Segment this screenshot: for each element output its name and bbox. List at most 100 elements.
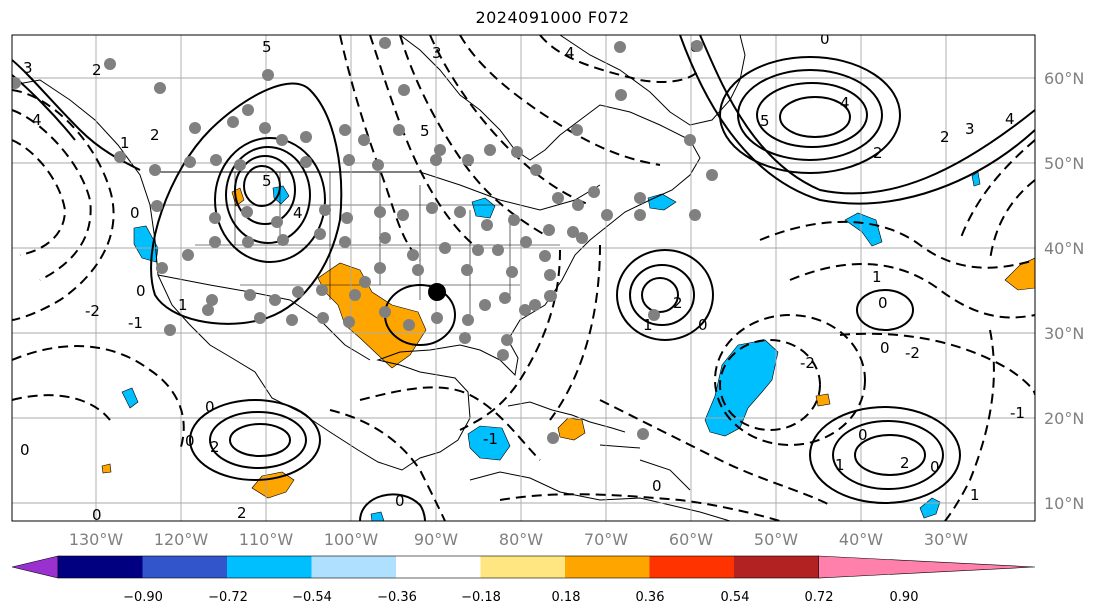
station-dot <box>104 58 116 70</box>
colorbar-ticks: −0.90 −0.72 −0.54 −0.36 −0.18 0.18 0.36 … <box>123 590 918 605</box>
contour-label: 5 <box>262 38 272 56</box>
station-dot <box>547 432 559 444</box>
colorbar-segment <box>142 556 228 578</box>
contour-label: 2 <box>237 504 247 522</box>
station-dot <box>481 219 493 231</box>
station-dot <box>241 206 253 218</box>
contour-high-east-pacific-2 <box>209 411 307 469</box>
contour-dashed-trough-1 <box>339 35 421 261</box>
contour-dashed-pacific-1 <box>12 89 115 321</box>
station-dot <box>206 294 218 306</box>
station-dot <box>292 286 304 298</box>
colorbar-tick-label: −0.54 <box>292 590 332 605</box>
colorbar-tick-label: −0.36 <box>377 590 417 605</box>
colorbar-segment <box>649 556 735 578</box>
station-dot <box>499 292 511 304</box>
station-dot <box>154 82 166 94</box>
station-dot <box>12 77 21 89</box>
station-dot <box>210 154 222 166</box>
station-dot <box>341 212 353 224</box>
orange-area-gulf-mexico <box>251 471 295 499</box>
station-dot <box>648 309 660 321</box>
contour-label: 0 <box>930 458 940 476</box>
contour-dashed-south-america <box>499 493 781 521</box>
contour-high-tropical-atlantic-2 <box>832 420 944 490</box>
contour-label: 0 <box>20 441 30 459</box>
colorbar-tick-label: −0.18 <box>461 590 501 605</box>
contour-high-atlantic-3 <box>641 277 679 313</box>
station-dot <box>511 146 523 158</box>
contour-dashed-mid-atlantic-1 <box>714 314 866 446</box>
station-dot <box>276 134 288 146</box>
blue-area-small-1 <box>971 171 981 187</box>
station-dot <box>359 276 371 288</box>
contour-high-atlantic-2 <box>629 264 695 326</box>
contour-high-rockies-4 <box>243 165 281 207</box>
colorbar-segment <box>396 556 481 578</box>
station-dot <box>242 236 254 248</box>
contour-label: -1 <box>128 314 143 332</box>
station-dot <box>519 304 531 316</box>
contour-label: 0 <box>136 282 146 300</box>
station-dot <box>316 284 328 296</box>
contour-dashed-east-coast-2 <box>549 244 601 421</box>
point-marker <box>428 283 446 301</box>
station-dot <box>431 312 443 324</box>
station-dot <box>426 202 438 214</box>
contour-high-atlantic-1 <box>616 249 714 341</box>
colorbar-tick-label: 0.90 <box>890 590 919 605</box>
station-dot <box>530 164 542 176</box>
blue-area-rockies <box>272 185 290 205</box>
colorbar-tick-label: −0.90 <box>123 590 163 605</box>
station-dot <box>393 124 405 136</box>
contour-high-north-atlantic-1 <box>719 56 901 174</box>
colorbar-segment <box>227 556 312 578</box>
contour-dashed-gulf-2 <box>329 409 446 521</box>
station-dot <box>439 242 451 254</box>
station-dot <box>484 144 496 156</box>
contour-dashed-trough-2 <box>369 35 481 251</box>
station-dot <box>339 236 351 248</box>
station-dot <box>601 209 613 221</box>
contour-dashed-pacific-3 <box>12 139 67 256</box>
map-frame <box>11 34 1036 522</box>
contour-label: -1 <box>1010 404 1025 422</box>
blue-area-gulf-honduras <box>467 425 511 461</box>
colorbar-segment <box>480 556 566 578</box>
lon-label: 120°W <box>154 530 209 549</box>
contour-label: -2 <box>800 354 815 372</box>
contour-label: 0 <box>858 426 868 444</box>
south-america-coast <box>469 471 731 521</box>
blue-area-great-lakes <box>471 197 496 219</box>
station-dot <box>277 234 289 246</box>
station-dot <box>706 169 718 181</box>
station-dot <box>114 151 126 163</box>
station-dot <box>271 216 283 228</box>
blue-area-central-atlantic <box>704 339 779 437</box>
contour-label: 1 <box>643 316 653 334</box>
lon-label: 80°W <box>499 530 543 549</box>
station-dot <box>691 40 703 52</box>
station-dot <box>339 124 351 136</box>
contour-label: 5 <box>760 112 770 130</box>
station-dot <box>317 312 329 324</box>
station-dot <box>156 262 168 274</box>
station-dot <box>567 226 579 238</box>
contour-high-north-atlantic-3 <box>756 82 868 148</box>
contour-dashed-atlantic-wave-3 <box>839 332 1035 396</box>
contour-label: 0 <box>205 398 215 416</box>
station-dot <box>412 264 424 276</box>
caribbean-islands <box>507 401 691 491</box>
lat-label: 20°N <box>1044 409 1084 428</box>
contour-label: 2 <box>150 126 160 144</box>
lon-label: 130°W <box>69 530 124 549</box>
us-canada-border <box>150 171 601 211</box>
contour-gulf-mexico-small <box>359 493 426 521</box>
contour-central-atlantic-small <box>856 289 914 331</box>
station-dot <box>497 349 509 361</box>
contour-dashed-caribbean <box>599 399 831 506</box>
blue-area-small-2 <box>370 511 385 521</box>
station-dot <box>314 228 326 240</box>
contour-dashed-east-south <box>944 329 995 521</box>
station-dot <box>182 249 194 261</box>
